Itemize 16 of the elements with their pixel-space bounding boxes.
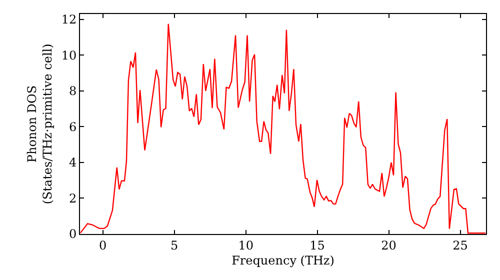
- y-axis-title: Phonon DOS (States/THz·primitive cell): [25, 44, 55, 204]
- x-tick-label: 0: [99, 238, 107, 252]
- y-tick-label: 4: [68, 156, 77, 170]
- x-tick-label: 20: [381, 238, 396, 252]
- y-tick-label: 2: [68, 191, 77, 206]
- x-tick-label: 10: [238, 238, 254, 252]
- x-tick-label: 25: [452, 238, 468, 252]
- x-tick-label: 15: [310, 238, 325, 252]
- y-tick-label: 0: [68, 227, 77, 242]
- y-tick-label: 8: [68, 84, 77, 98]
- y-tick-label: 6: [68, 120, 77, 134]
- line-series: [80, 23, 486, 234]
- x-axis-title: Frequency (THz): [232, 253, 334, 268]
- y-tick-label: 12: [61, 12, 77, 27]
- y-tick-label: 10: [61, 48, 77, 62]
- x-tick-label: 5: [170, 238, 178, 252]
